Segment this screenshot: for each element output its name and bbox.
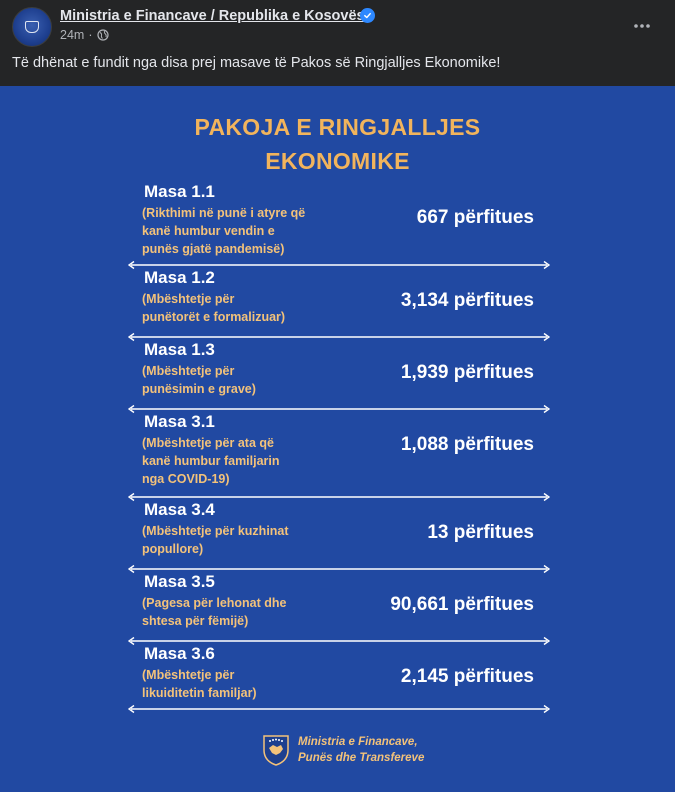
post-caption: Të dhënat e fundit nga disa prej masave … bbox=[12, 55, 501, 71]
measure-description: shtesa për fëmijë) bbox=[142, 614, 249, 628]
beneficiaries-value: 90,661 përfitues bbox=[390, 594, 534, 615]
beneficiaries-value: 1,088 përfitues bbox=[400, 434, 534, 455]
meta-separator: · bbox=[88, 28, 93, 42]
row-divider-arrow bbox=[128, 636, 550, 646]
measure-name: Masa 1.1 bbox=[144, 182, 215, 201]
measure-description: nga COVID-19) bbox=[142, 472, 230, 486]
measure-description: (Mbështetje për bbox=[142, 364, 235, 378]
post-time-link[interactable]: 24m bbox=[60, 28, 85, 42]
measure-description: punëtorët e formalizuar) bbox=[142, 310, 286, 324]
measure-description: popullore) bbox=[142, 542, 204, 556]
measure-description: (Mbështetje për ata që bbox=[142, 436, 274, 450]
more-options-icon[interactable] bbox=[628, 12, 656, 40]
page-avatar[interactable] bbox=[12, 7, 52, 47]
emblem-icon bbox=[25, 21, 39, 33]
kosovo-emblem-icon bbox=[263, 735, 289, 766]
footer-ministry-line2: Punës dhe Transfereve bbox=[298, 752, 425, 764]
measure-name: Masa 3.6 bbox=[144, 644, 215, 663]
measure-description: likuiditetin familjar) bbox=[142, 686, 257, 700]
row-divider-arrow bbox=[128, 332, 550, 342]
beneficiaries-value: 13 përfitues bbox=[427, 522, 534, 543]
measure-description: kanë humbur familjarin bbox=[142, 454, 280, 468]
beneficiaries-value: 667 përfitues bbox=[416, 207, 534, 228]
measure-description: (Mbështetje për kuzhinat bbox=[142, 524, 289, 538]
measure-name: Masa 1.2 bbox=[144, 268, 215, 287]
beneficiaries-value: 1,939 përfitues bbox=[400, 362, 534, 383]
globe-icon bbox=[96, 29, 109, 41]
measure-description: (Mbështetje për bbox=[142, 668, 235, 682]
row-divider-arrow bbox=[128, 260, 550, 270]
measure-description: (Pagesa për lehonat dhe bbox=[142, 596, 287, 610]
measure-description: punës gjatë pandemisë) bbox=[142, 242, 285, 256]
infographic-title-line2: EKONOMIKE bbox=[265, 148, 410, 174]
row-divider-arrow bbox=[128, 404, 550, 414]
row-divider-arrow bbox=[128, 492, 550, 502]
measure-name: Masa 3.5 bbox=[144, 572, 215, 591]
infographic-title-line1: PAKOJA E RINGJALLJES bbox=[194, 114, 481, 140]
post-image[interactable]: PAKOJA E RINGJALLJES EKONOMIKE Masa 1.1 (… bbox=[0, 86, 675, 792]
measure-description: punësimin e grave) bbox=[142, 382, 256, 396]
measure-name: Masa 1.3 bbox=[144, 340, 215, 359]
footer-ministry-line1: Ministria e Financave, bbox=[298, 736, 418, 748]
post-meta: 24m · bbox=[60, 28, 109, 42]
beneficiaries-value: 2,145 përfitues bbox=[400, 666, 534, 687]
beneficiaries-value: 3,134 përfitues bbox=[400, 290, 534, 311]
measure-name: Masa 3.1 bbox=[144, 412, 215, 431]
row-divider-arrow bbox=[128, 704, 550, 714]
row-divider-arrow bbox=[128, 564, 550, 574]
measure-description: (Mbështetje për bbox=[142, 292, 235, 306]
verified-badge-icon bbox=[360, 8, 375, 23]
measure-description: (Rikthimi në punë i atyre që bbox=[142, 206, 306, 220]
post-header: Ministria e Financave / Republika e Koso… bbox=[0, 0, 675, 52]
measure-description: kanë humbur vendin e bbox=[142, 224, 275, 238]
measure-name: Masa 3.4 bbox=[144, 500, 215, 519]
page-name-link[interactable]: Ministria e Financave / Republika e Koso… bbox=[60, 8, 365, 24]
